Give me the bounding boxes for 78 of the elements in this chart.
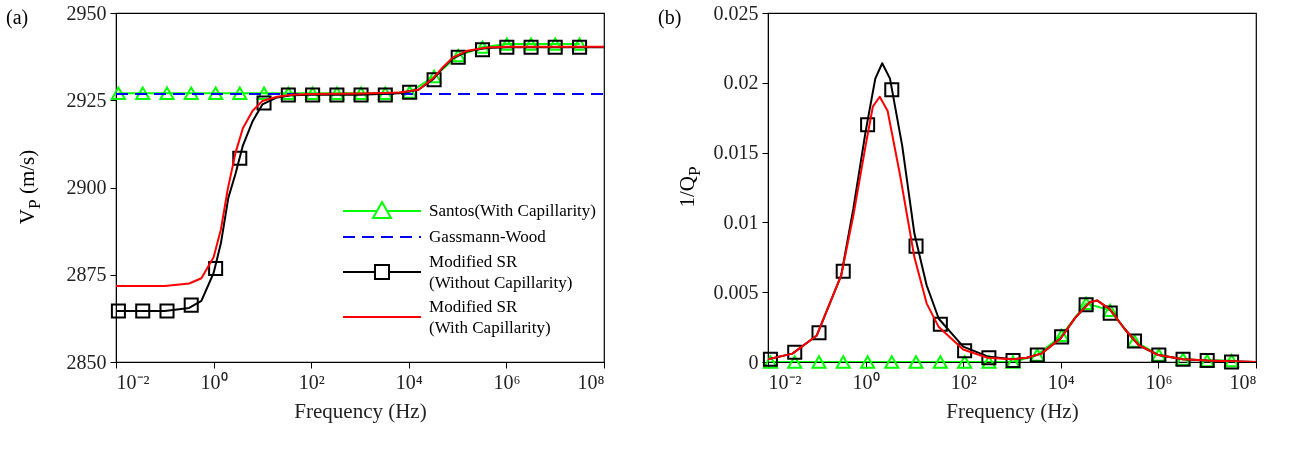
y-tick-label: 2875	[66, 263, 107, 286]
y-tick-label: 0.025	[713, 1, 759, 24]
y-tick-label: 2925	[66, 88, 107, 111]
point	[110, 303, 126, 319]
point	[1102, 303, 1118, 317]
point	[135, 86, 151, 100]
point	[860, 355, 876, 369]
point	[475, 42, 491, 58]
y-tick-label: 0.015	[713, 141, 759, 164]
point	[787, 355, 803, 369]
point	[1102, 305, 1118, 321]
y-tick-label: 0.005	[713, 280, 759, 303]
legend-label: Santos(With Capillarity)	[429, 200, 596, 222]
x-tick-label: 10²	[298, 370, 325, 393]
point	[981, 350, 997, 366]
x-tick-label: 10⁻²	[116, 370, 150, 393]
point	[475, 40, 491, 54]
point	[135, 303, 151, 319]
point	[547, 39, 563, 55]
legend-label: Gassmann-Wood	[429, 226, 546, 248]
point	[208, 260, 224, 276]
point	[426, 72, 442, 88]
y-tick-label: 2900	[66, 176, 107, 198]
point	[183, 86, 199, 100]
y-tick-label: 2850	[66, 350, 107, 373]
point	[572, 37, 588, 51]
point	[523, 37, 539, 51]
point	[762, 355, 778, 369]
point	[256, 86, 272, 100]
point	[811, 355, 827, 369]
y-tick-label: 2950	[66, 1, 107, 24]
point	[932, 316, 948, 332]
x-tick-label: 10⁸	[1229, 370, 1257, 393]
point	[572, 39, 588, 55]
point	[884, 355, 900, 369]
point	[523, 39, 539, 55]
x-tick-label: 10⁰	[200, 370, 228, 393]
point	[908, 238, 924, 254]
point	[957, 343, 973, 359]
point	[110, 86, 126, 100]
x-axis-title: Frequency (Hz)	[294, 398, 427, 423]
point	[547, 37, 563, 51]
point	[159, 303, 175, 319]
chart-title: (b)	[658, 6, 682, 29]
x-tick-label: 10⁸	[577, 370, 605, 393]
point	[499, 37, 515, 51]
point	[835, 263, 851, 279]
point	[981, 355, 997, 369]
point	[957, 355, 973, 369]
legend-label: Modified SR (With Capillarity)	[429, 295, 551, 338]
point	[426, 69, 442, 84]
y-tick-label: 0	[748, 350, 759, 373]
point	[835, 355, 851, 369]
point	[208, 86, 224, 100]
point	[932, 355, 948, 369]
x-tick-label: 10⁻²	[768, 370, 802, 393]
point	[256, 95, 272, 111]
x-tick-label: 10²	[950, 370, 977, 393]
point	[787, 344, 803, 360]
x-tick-label: 10⁶	[1145, 370, 1173, 393]
y-tick-label: 0.02	[723, 71, 759, 94]
legend-label: Modified SR (Without Capillarity)	[429, 251, 573, 294]
x-axis-title: Frequency (Hz)	[946, 398, 1079, 423]
point	[183, 297, 199, 313]
point	[232, 150, 248, 166]
point	[499, 39, 515, 55]
x-tick-label: 10⁴	[1047, 370, 1075, 393]
y-tick-label: 0.01	[723, 210, 759, 233]
point	[884, 82, 900, 98]
chart-title: (a)	[6, 6, 29, 29]
point	[811, 325, 827, 341]
x-tick-label: 10⁴	[395, 370, 423, 393]
point	[860, 117, 876, 133]
point	[232, 86, 248, 100]
point	[159, 86, 175, 100]
point	[908, 355, 924, 369]
x-tick-label: 10⁰	[852, 370, 880, 393]
x-tick-label: 10⁶	[493, 370, 521, 393]
